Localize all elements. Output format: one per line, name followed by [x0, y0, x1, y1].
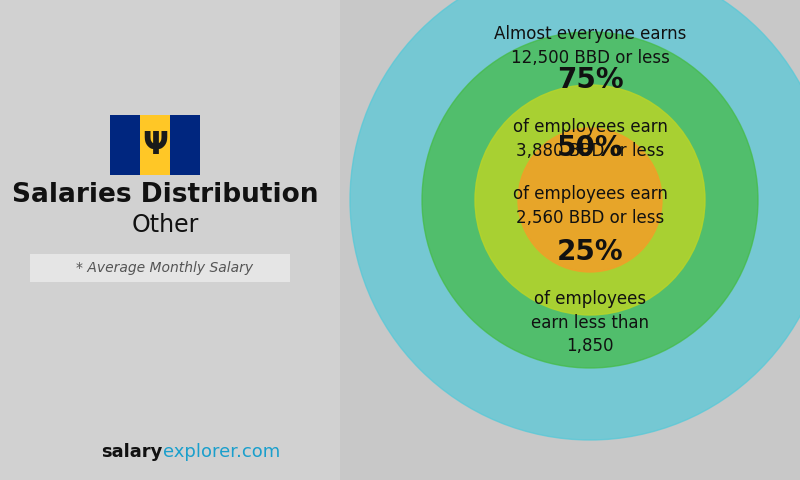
Text: Salaries Distribution: Salaries Distribution: [12, 182, 318, 208]
Text: Almost everyone earns
12,500 BBD or less: Almost everyone earns 12,500 BBD or less: [494, 25, 686, 67]
Text: explorer.com: explorer.com: [163, 443, 280, 461]
FancyBboxPatch shape: [140, 115, 170, 175]
Text: salary: salary: [102, 443, 163, 461]
Circle shape: [475, 85, 705, 315]
FancyBboxPatch shape: [0, 0, 340, 480]
Text: 50%: 50%: [557, 134, 623, 162]
Text: of employees earn
2,560 BBD or less: of employees earn 2,560 BBD or less: [513, 185, 667, 227]
Text: Other: Other: [131, 213, 198, 237]
Text: of employees
earn less than
1,850: of employees earn less than 1,850: [531, 290, 649, 355]
Text: * Average Monthly Salary: * Average Monthly Salary: [77, 261, 254, 275]
FancyBboxPatch shape: [110, 115, 140, 175]
Circle shape: [518, 128, 662, 272]
FancyBboxPatch shape: [30, 254, 290, 282]
Circle shape: [350, 0, 800, 440]
Text: Ψ: Ψ: [142, 131, 168, 159]
Text: 25%: 25%: [557, 238, 623, 266]
Text: 100%: 100%: [547, 0, 633, 4]
Circle shape: [422, 32, 758, 368]
Text: 75%: 75%: [557, 66, 623, 94]
FancyBboxPatch shape: [170, 115, 200, 175]
Text: of employees earn
3,880 BBD or less: of employees earn 3,880 BBD or less: [513, 118, 667, 159]
